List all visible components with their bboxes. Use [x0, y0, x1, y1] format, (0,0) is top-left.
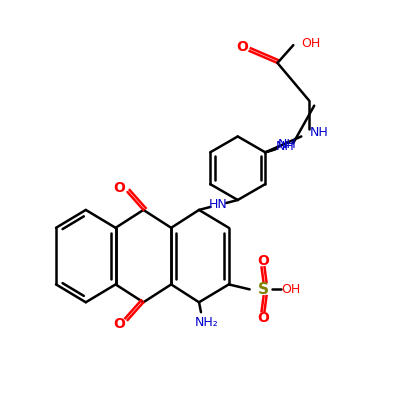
Text: O: O: [114, 181, 126, 195]
Text: NH: NH: [278, 138, 296, 151]
Text: HN: HN: [209, 198, 228, 212]
Text: O: O: [258, 311, 270, 325]
Text: OH: OH: [302, 36, 321, 50]
Text: NH: NH: [276, 140, 294, 153]
Text: S: S: [258, 282, 269, 297]
Text: NH: NH: [310, 126, 328, 139]
Text: O: O: [114, 317, 126, 331]
Text: NH₂: NH₂: [195, 316, 219, 329]
Text: O: O: [236, 40, 248, 54]
Text: OH: OH: [282, 283, 301, 296]
Text: O: O: [258, 254, 270, 268]
